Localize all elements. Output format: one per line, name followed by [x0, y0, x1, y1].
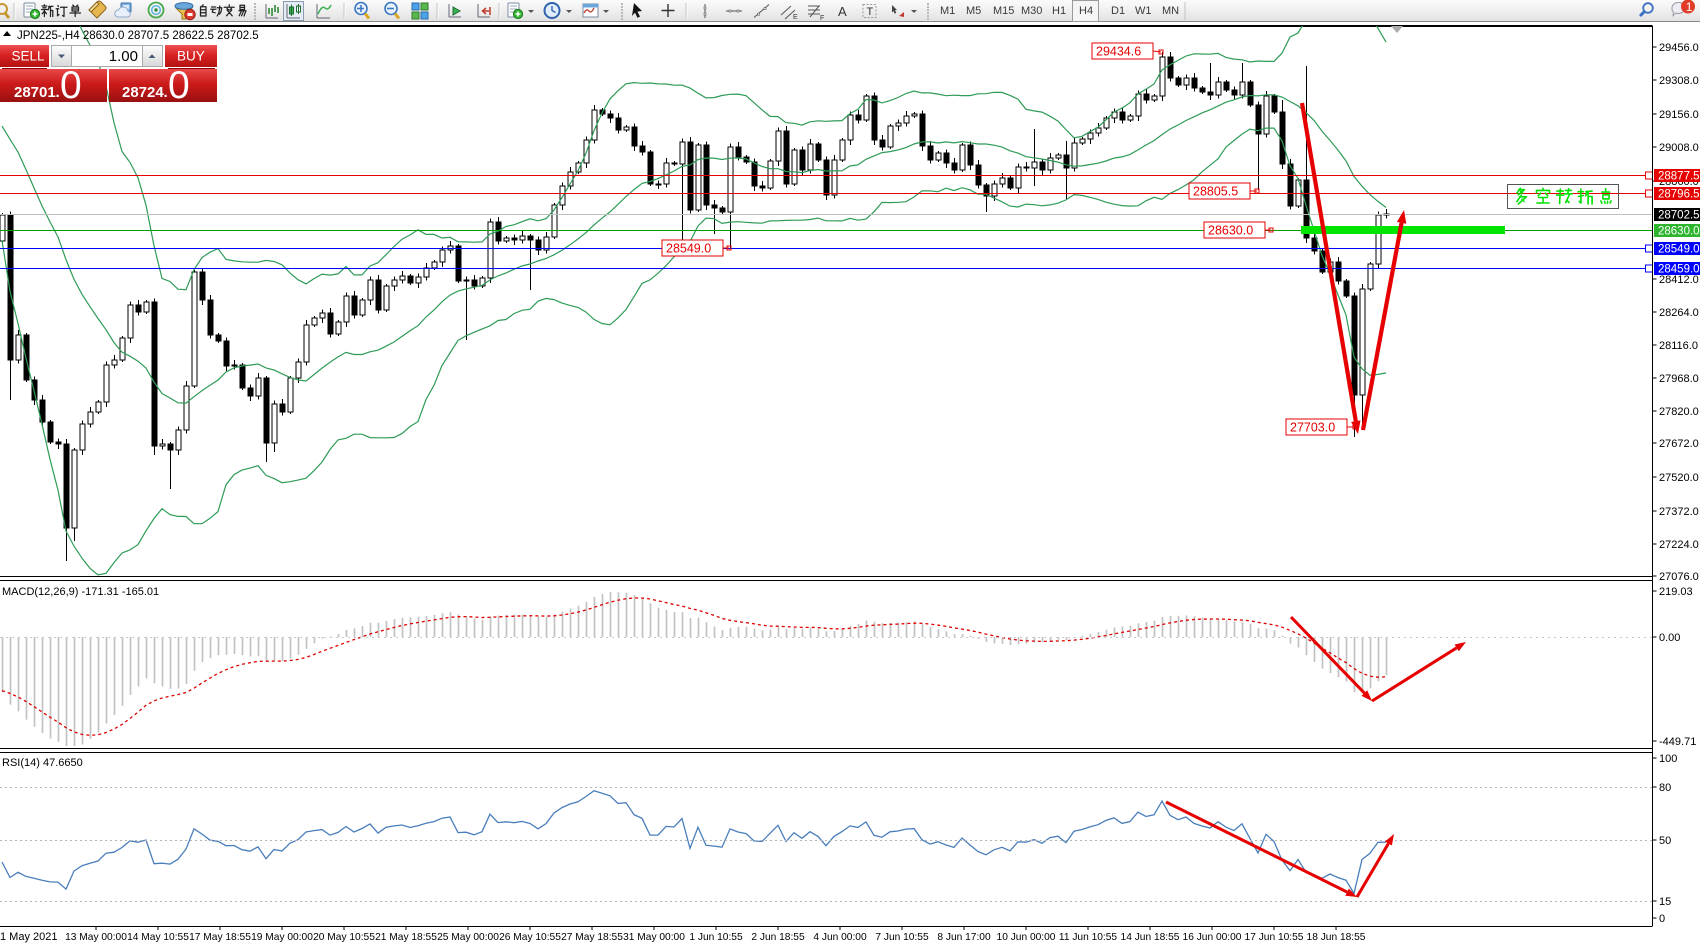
svg-text:29308.0: 29308.0: [1659, 75, 1699, 87]
svg-text:29456.0: 29456.0: [1659, 42, 1699, 54]
svg-text:10 Jun 00:00: 10 Jun 00:00: [997, 932, 1056, 943]
svg-text:28549.0: 28549.0: [1658, 244, 1700, 256]
svg-text:27224.0: 27224.0: [1659, 539, 1699, 551]
svg-text:28630.0: 28630.0: [1658, 226, 1700, 238]
svg-text:1 Jun 10:55: 1 Jun 10:55: [689, 932, 743, 943]
svg-text:29434.6: 29434.6: [1096, 45, 1141, 59]
svg-text:17 Jun 10:55: 17 Jun 10:55: [1245, 932, 1304, 943]
svg-text:16 Jun 00:00: 16 Jun 00:00: [1183, 932, 1242, 943]
svg-text:28459.0: 28459.0: [1658, 264, 1700, 276]
svg-text:28724: 28724: [122, 84, 164, 101]
svg-text:29156.0: 29156.0: [1659, 109, 1699, 121]
svg-text:27672.0: 27672.0: [1659, 438, 1699, 450]
svg-text:17 May 18:55: 17 May 18:55: [189, 932, 251, 943]
svg-text:28630.0: 28630.0: [1208, 224, 1253, 238]
svg-text:18 Jun 18:55: 18 Jun 18:55: [1307, 932, 1366, 943]
svg-text:80: 80: [1659, 782, 1671, 794]
svg-text:T: T: [867, 6, 874, 18]
svg-text:50: 50: [1659, 835, 1671, 847]
svg-text:19 May 00:00: 19 May 00:00: [251, 932, 313, 943]
svg-text:25 May 00:00: 25 May 00:00: [437, 932, 499, 943]
svg-text:0: 0: [1659, 913, 1665, 925]
svg-text:JPN225-,H4 28630.0 28707.5 28: JPN225-,H4 28630.0 28707.5 28622.5 28702…: [17, 30, 259, 42]
svg-text:MACD(12,26,9) -171.31 -165.01: MACD(12,26,9) -171.31 -165.01: [2, 586, 159, 598]
svg-text:27 May 18:55: 27 May 18:55: [561, 932, 623, 943]
svg-text:8 Jun 17:00: 8 Jun 17:00: [937, 932, 991, 943]
svg-text:28805.5: 28805.5: [1193, 185, 1238, 199]
svg-text:28264.0: 28264.0: [1659, 307, 1699, 319]
svg-text:28702.5: 28702.5: [1658, 210, 1700, 222]
svg-text:21 May 18:55: 21 May 18:55: [375, 932, 437, 943]
svg-text:15: 15: [1659, 896, 1671, 908]
svg-text:.: .: [164, 84, 168, 101]
svg-text:28701: 28701: [14, 84, 56, 101]
svg-text:27968.0: 27968.0: [1659, 373, 1699, 385]
svg-text:14 May 10:55: 14 May 10:55: [127, 932, 189, 943]
svg-text:27820.0: 27820.0: [1659, 406, 1699, 418]
svg-text:27520.0: 27520.0: [1659, 472, 1699, 484]
svg-text:11 Jun 10:55: 11 Jun 10:55: [1059, 932, 1117, 943]
svg-text:28412.0: 28412.0: [1659, 274, 1699, 286]
svg-text:14 Jun 18:55: 14 Jun 18:55: [1121, 932, 1180, 943]
svg-text:26 May 10:55: 26 May 10:55: [499, 932, 561, 943]
svg-text:A: A: [838, 4, 847, 19]
svg-text:27076.0: 27076.0: [1659, 571, 1699, 583]
svg-text:1 May 2021: 1 May 2021: [0, 931, 57, 943]
svg-text:7 Jun 10:55: 7 Jun 10:55: [875, 932, 929, 943]
svg-text:20 May 10:55: 20 May 10:55: [313, 932, 375, 943]
svg-text:.: .: [56, 84, 60, 101]
svg-text:-449.71: -449.71: [1659, 736, 1696, 748]
svg-text:27372.0: 27372.0: [1659, 506, 1699, 518]
svg-text:2 Jun 18:55: 2 Jun 18:55: [751, 932, 805, 943]
svg-text:4 Jun 00:00: 4 Jun 00:00: [813, 932, 867, 943]
svg-text:28549.0: 28549.0: [666, 242, 711, 256]
svg-text:27703.0: 27703.0: [1290, 421, 1335, 435]
svg-text:28796.5: 28796.5: [1658, 189, 1700, 201]
svg-text:0: 0: [168, 64, 190, 107]
svg-text:E: E: [793, 14, 798, 21]
svg-text:F: F: [820, 15, 824, 22]
svg-text:BUY: BUY: [177, 49, 205, 64]
svg-text:SELL: SELL: [12, 49, 46, 64]
svg-text:13 May 00:00: 13 May 00:00: [65, 932, 127, 943]
svg-text:219.03: 219.03: [1659, 586, 1693, 598]
svg-text:0: 0: [60, 64, 82, 107]
svg-text:0.00: 0.00: [1659, 632, 1680, 644]
svg-text:31 May 00:00: 31 May 00:00: [623, 932, 685, 943]
svg-text:RSI(14) 47.6650: RSI(14) 47.6650: [2, 757, 83, 769]
svg-text:28877.5: 28877.5: [1658, 171, 1700, 183]
svg-text:1.00: 1.00: [109, 48, 138, 65]
svg-text:100: 100: [1659, 753, 1677, 765]
svg-text:29008.0: 29008.0: [1659, 142, 1699, 154]
svg-text:28116.0: 28116.0: [1659, 340, 1698, 352]
svg-text:1: 1: [1686, 0, 1693, 14]
